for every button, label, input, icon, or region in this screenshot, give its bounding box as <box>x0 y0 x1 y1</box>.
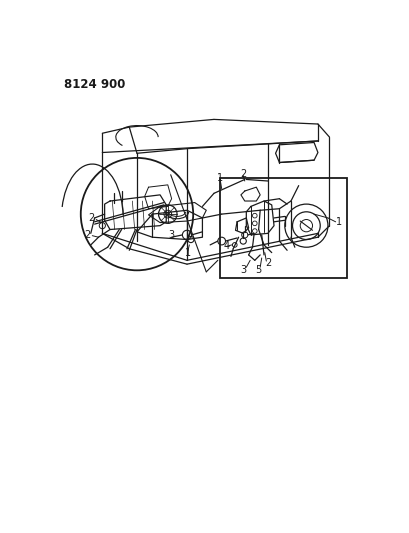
Text: 4: 4 <box>222 241 229 252</box>
Text: 2: 2 <box>264 257 270 268</box>
Text: 5: 5 <box>255 265 261 276</box>
Text: 1: 1 <box>335 217 341 227</box>
Bar <box>220 178 346 278</box>
Text: 2: 2 <box>240 169 246 179</box>
Text: 2: 2 <box>84 230 90 240</box>
Text: 2: 2 <box>88 213 94 223</box>
Text: 3: 3 <box>168 230 174 240</box>
Text: 1: 1 <box>216 173 222 183</box>
Text: 1: 1 <box>184 248 191 257</box>
Text: 8124 900: 8124 900 <box>64 78 125 91</box>
Text: 3: 3 <box>240 265 246 276</box>
